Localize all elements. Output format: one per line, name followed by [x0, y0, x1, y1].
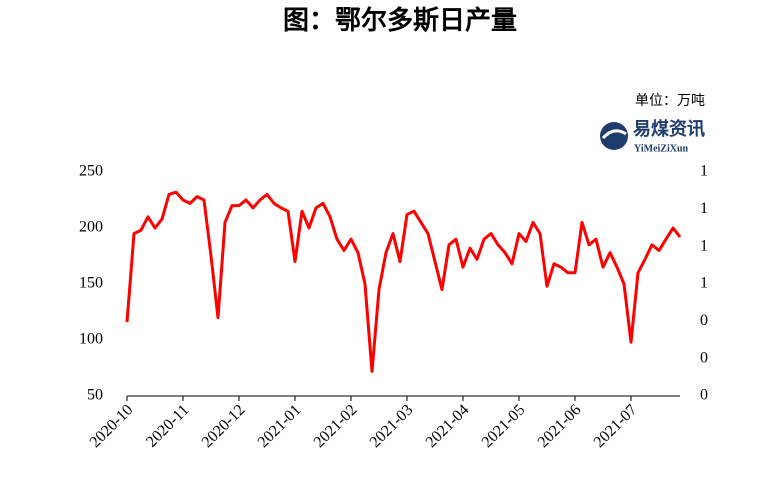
- chart-title: 图：鄂尔多斯日产量: [283, 5, 517, 36]
- x-tick-label: 2021-02: [311, 401, 361, 451]
- y2-tick-label: 0: [700, 349, 708, 366]
- y-tick-label: 50: [87, 387, 103, 404]
- logo-swoosh: [601, 129, 627, 140]
- y-tick-label: 150: [79, 275, 103, 292]
- y2-tick-label: 1: [700, 275, 708, 292]
- logo-icon: [600, 122, 628, 150]
- y2-tick-label: 1: [700, 200, 708, 217]
- x-tick-label: 2020-11: [143, 401, 192, 450]
- logo-subname: YiMeiZiXun: [634, 143, 689, 154]
- x-tick-label: 2021-04: [423, 401, 473, 451]
- x-tick-label: 2020-12: [199, 401, 249, 451]
- x-tick-label: 2021-03: [367, 401, 417, 451]
- y-tick-label: 100: [79, 331, 103, 348]
- x-tick-label: 2021-01: [255, 401, 305, 451]
- x-tick-label: 2021-06: [535, 401, 585, 451]
- unit-note: 单位：万吨: [635, 93, 705, 109]
- logo: 易煤资讯 YiMeiZiXun: [600, 118, 705, 154]
- y-tick-label: 250: [79, 163, 103, 180]
- logo-name: 易煤资讯: [633, 118, 705, 140]
- y2-tick-label: 1: [700, 163, 708, 180]
- y2-tick-label: 1: [700, 237, 708, 254]
- x-tick-label: 2021-07: [591, 401, 641, 451]
- line-series: [125, 190, 682, 373]
- y2-tick-label: 0: [700, 387, 708, 404]
- x-tick-label: 2020-10: [87, 401, 137, 451]
- y-tick-label: 200: [79, 219, 103, 236]
- x-tick-label: 2021-05: [479, 401, 529, 451]
- y2-tick-label: 0: [700, 312, 708, 329]
